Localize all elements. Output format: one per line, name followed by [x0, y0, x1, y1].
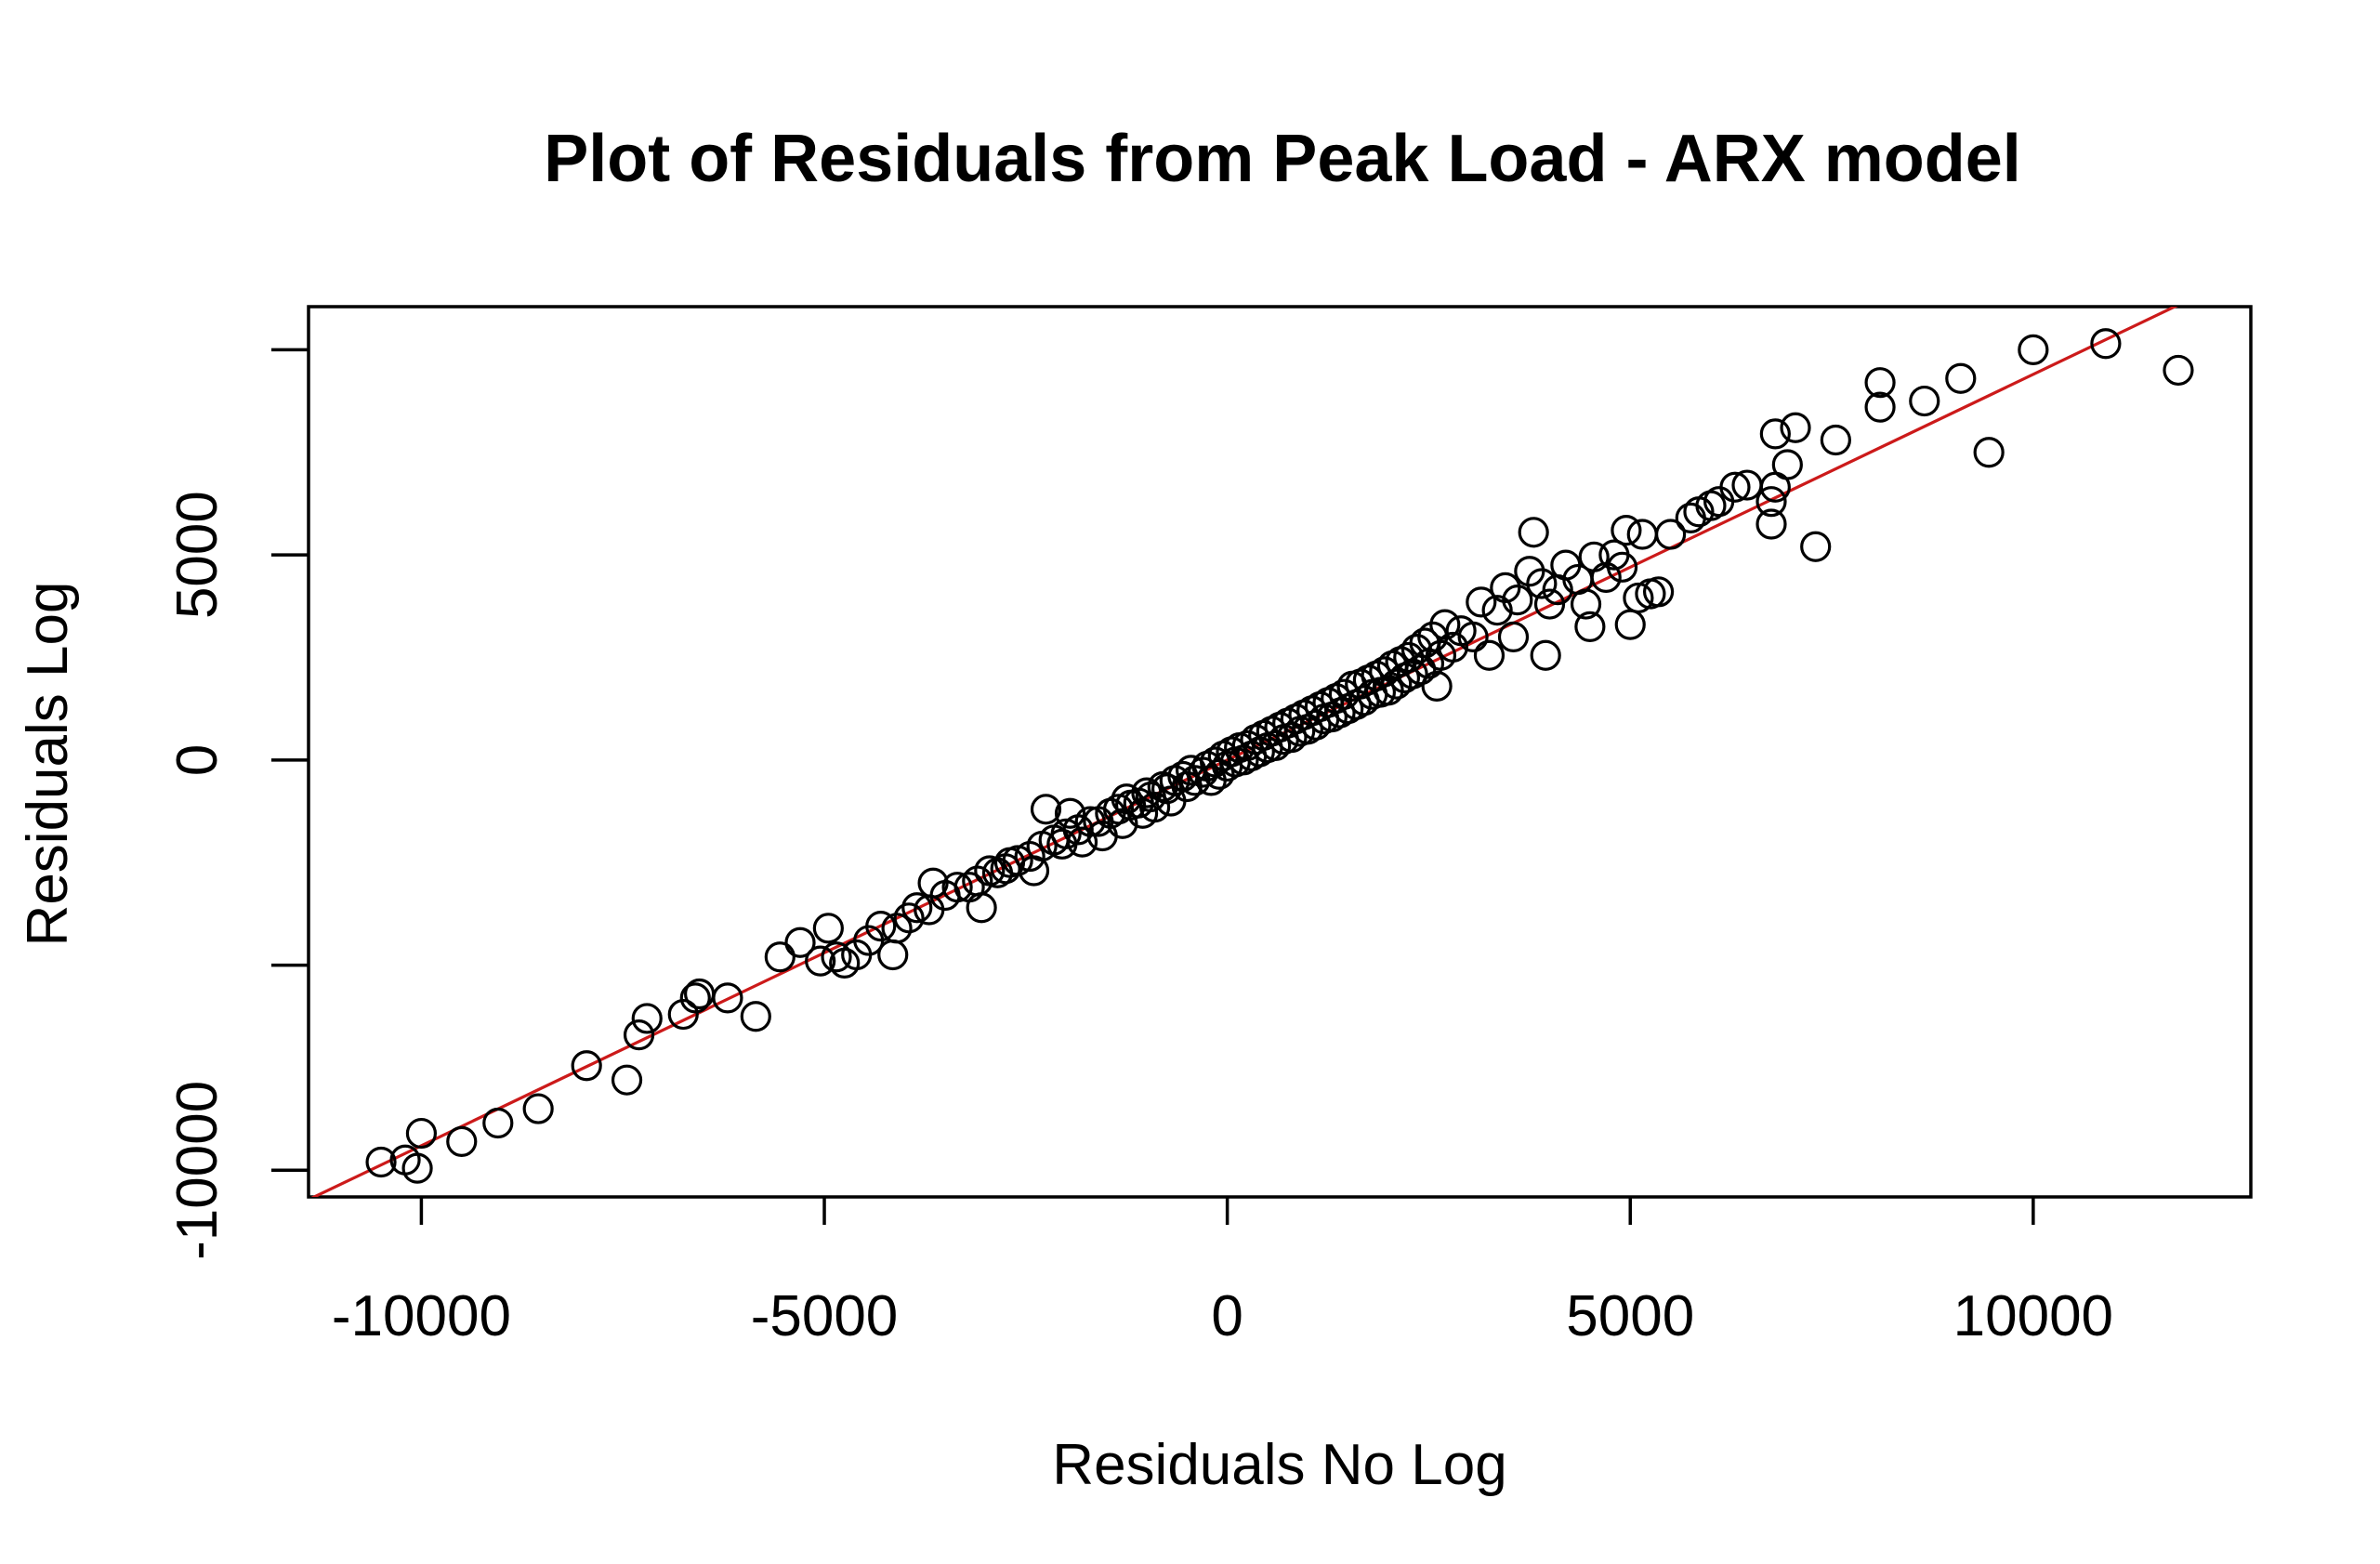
- data-point: [1780, 412, 1811, 443]
- data-point: [522, 1093, 554, 1124]
- x-tick-label: 5000: [1566, 1284, 1694, 1348]
- data-point: [1570, 588, 1602, 620]
- y-tick-label: 0: [165, 744, 230, 776]
- data-point: [1473, 639, 1506, 671]
- data-point: [631, 1003, 663, 1034]
- data-point: [2163, 354, 2194, 387]
- data-point: [1066, 826, 1098, 858]
- data-point: [1675, 502, 1706, 533]
- data-point: [877, 939, 909, 971]
- data-point: [679, 982, 711, 1014]
- data-point: [1490, 572, 1521, 604]
- data-point: [812, 913, 844, 944]
- data-point: [712, 982, 743, 1014]
- data-point: [1626, 519, 1658, 550]
- y-tick-label: -10000: [165, 1081, 230, 1260]
- data-point: [1421, 670, 1453, 702]
- data-point: [1719, 471, 1751, 503]
- data-point: [1973, 437, 2005, 468]
- plot-frame: [307, 305, 2253, 1199]
- data-point: [1429, 609, 1461, 640]
- data-point: [1054, 797, 1086, 829]
- chart-title: Plot of Residuals from Peak Load - ARX m…: [544, 122, 2021, 196]
- data-point: [966, 892, 997, 924]
- data-point: [740, 1001, 771, 1032]
- data-point: [1002, 845, 1033, 876]
- points-group: [365, 328, 2194, 1184]
- y-axis: -10000 0 5000: [165, 348, 309, 1260]
- data-point: [482, 1107, 514, 1139]
- data-point: [917, 867, 949, 899]
- data-point: [1514, 556, 1545, 587]
- data-point: [1497, 621, 1530, 652]
- data-point: [893, 902, 925, 934]
- data-point: [1518, 517, 1549, 548]
- data-point: [1050, 818, 1082, 849]
- data-point: [1590, 561, 1622, 593]
- data-point: [1437, 631, 1469, 664]
- data-point: [405, 1117, 438, 1150]
- data-point: [1502, 585, 1533, 616]
- data-point: [865, 911, 897, 942]
- data-point: [764, 941, 796, 973]
- data-point: [1755, 486, 1787, 518]
- data-point: [1526, 568, 1558, 599]
- data-point: [2090, 328, 2122, 360]
- data-point: [1611, 515, 1642, 546]
- data-point: [446, 1125, 478, 1158]
- x-tick-label: 10000: [1953, 1284, 2113, 1348]
- data-point: [805, 945, 836, 977]
- data-point: [1864, 367, 1896, 399]
- data-point: [1030, 794, 1062, 825]
- data-point: [1800, 531, 1832, 562]
- data-point: [1771, 449, 1803, 480]
- data-point: [1820, 424, 1851, 456]
- data-point: [1574, 611, 1606, 642]
- data-point: [1655, 519, 1687, 550]
- data-point: [784, 927, 816, 958]
- data-point: [941, 872, 973, 903]
- data-point: [1759, 418, 1791, 450]
- data-point: [1864, 391, 1896, 423]
- data-point: [365, 1146, 397, 1178]
- data-point: [901, 892, 933, 924]
- data-point: [623, 1019, 655, 1051]
- x-tick-label: -10000: [332, 1284, 511, 1348]
- y-tick-label: 5000: [165, 491, 230, 619]
- data-point: [1614, 609, 1646, 640]
- data-point: [1755, 508, 1787, 540]
- data-point: [1417, 621, 1449, 652]
- data-point: [1533, 588, 1566, 620]
- data-point: [821, 941, 852, 973]
- x-tick-label: -5000: [751, 1284, 899, 1348]
- data-point: [1381, 668, 1413, 700]
- data-point: [1606, 551, 1638, 583]
- data-point: [1623, 582, 1654, 614]
- x-tick-label: 0: [1211, 1284, 1243, 1348]
- data-point: [667, 998, 699, 1031]
- data-point: [1945, 362, 1977, 394]
- x-axis-label: Residuals No Log: [1052, 1433, 1506, 1497]
- data-point: [1481, 595, 1513, 626]
- data-point: [1457, 621, 1489, 652]
- x-axis: -10000 -5000 0 5000 10000: [332, 1197, 2113, 1348]
- data-point: [2018, 334, 2049, 365]
- data-point: [1107, 808, 1138, 839]
- data-point: [1642, 576, 1675, 608]
- data-point: [1530, 639, 1561, 671]
- data-point: [1909, 385, 1940, 417]
- data-point: [571, 1050, 602, 1082]
- data-point: [1466, 586, 1497, 618]
- data-point: [611, 1064, 643, 1096]
- data-point: [1102, 794, 1135, 825]
- data-point: [401, 1152, 433, 1184]
- y-axis-label: Residuals Log: [16, 582, 80, 947]
